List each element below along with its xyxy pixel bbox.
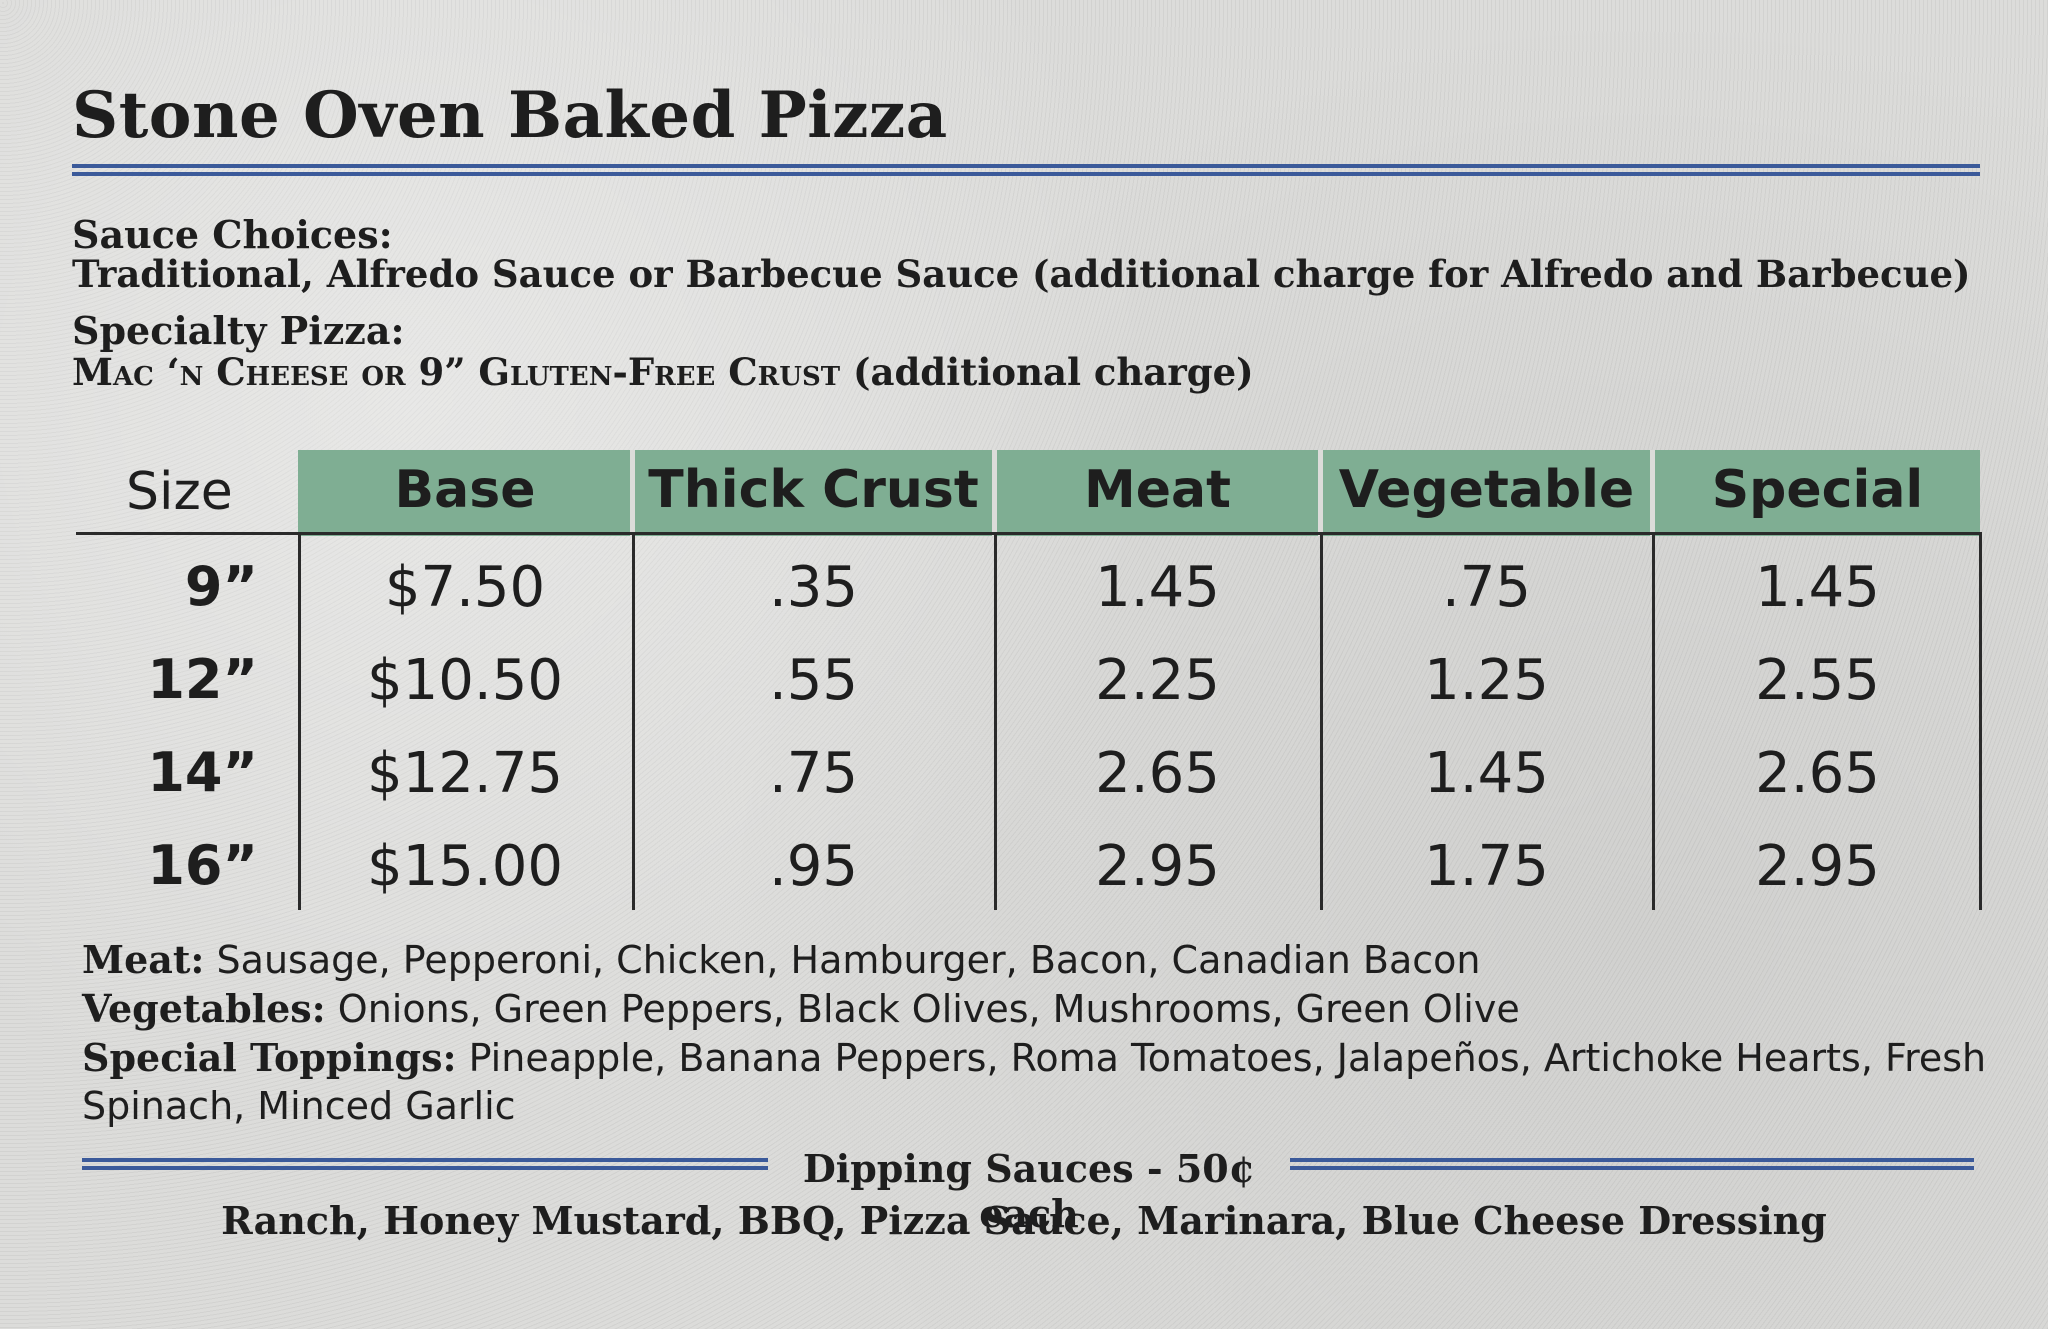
header-separator xyxy=(992,450,997,536)
cell-special: 1.45 xyxy=(1755,555,1880,620)
column-header-meat: Meat xyxy=(1084,460,1231,520)
cell-thick-crust: .95 xyxy=(768,834,859,899)
row-size-9: 9” xyxy=(184,555,258,618)
title-double-rule xyxy=(72,164,1980,176)
vegetables-label: Vegetables: xyxy=(82,986,326,1031)
column-divider xyxy=(298,534,301,910)
sauce-choices-label: Sauce Choices: xyxy=(72,212,393,257)
cell-meat: 2.95 xyxy=(1095,834,1220,899)
cell-base: $12.75 xyxy=(367,741,563,806)
column-divider xyxy=(632,534,635,910)
price-table-header-band xyxy=(298,450,1980,536)
meat-label: Meat: xyxy=(82,937,205,982)
cell-vegetable: 1.75 xyxy=(1424,834,1549,899)
dipping-sauces-list: Ranch, Honey Mustard, BBQ, Pizza Sauce, … xyxy=(221,1198,1827,1243)
cell-meat: 2.65 xyxy=(1095,741,1220,806)
cell-thick-crust: .35 xyxy=(768,555,859,620)
cell-vegetable: .75 xyxy=(1441,555,1532,620)
special-toppings: Special Toppings: Pineapple, Banana Pepp… xyxy=(82,1035,1986,1080)
dipping-rule-left xyxy=(82,1158,768,1170)
cell-base: $7.50 xyxy=(384,555,546,620)
header-separator xyxy=(1650,450,1655,536)
cell-base: $15.00 xyxy=(367,834,563,899)
header-separator xyxy=(630,450,635,536)
dipping-rule-right xyxy=(1290,1158,1974,1170)
specialty-pizza-label: Specialty Pizza: xyxy=(72,308,405,353)
special-toppings-list: Pineapple, Banana Peppers, Roma Tomatoes… xyxy=(456,1036,1987,1080)
column-divider xyxy=(1320,534,1323,910)
specialty-pizza-options: Mac ‘n Cheese or 9” Gluten-Free Crust xyxy=(72,350,841,394)
cell-special: 2.55 xyxy=(1755,648,1880,713)
column-divider xyxy=(1652,534,1655,910)
meat-list: Sausage, Pepperoni, Chicken, Hamburger, … xyxy=(204,938,1481,982)
vegetable-toppings: Vegetables: Onions, Green Peppers, Black… xyxy=(82,986,1520,1031)
column-divider xyxy=(1979,534,1982,910)
column-divider xyxy=(994,534,997,910)
cell-special: 2.95 xyxy=(1755,834,1880,899)
vegetables-list: Onions, Green Peppers, Black Olives, Mus… xyxy=(325,987,1520,1031)
size-column-header: Size xyxy=(126,462,233,522)
cell-thick-crust: .75 xyxy=(768,741,859,806)
specialty-pizza-note: (additional charge) xyxy=(840,350,1254,394)
cell-thick-crust: .55 xyxy=(768,648,859,713)
column-header-vegetable: Vegetable xyxy=(1338,460,1635,520)
cell-base: $10.50 xyxy=(367,648,563,713)
column-header-thick-crust: Thick Crust xyxy=(648,460,979,520)
cell-special: 2.65 xyxy=(1755,741,1880,806)
specialty-pizza-text: Mac ‘n Cheese or 9” Gluten-Free Crust (a… xyxy=(72,350,1254,394)
cell-meat: 1.45 xyxy=(1095,555,1220,620)
special-toppings-label: Special Toppings: xyxy=(82,1035,457,1080)
cell-meat: 2.25 xyxy=(1095,648,1220,713)
sauce-choices-text: Traditional, Alfredo Sauce or Barbecue S… xyxy=(72,252,1971,296)
row-size-14: 14” xyxy=(147,741,258,804)
row-size-12: 12” xyxy=(147,648,258,711)
row-size-16: 16” xyxy=(147,834,258,897)
cell-vegetable: 1.25 xyxy=(1424,648,1549,713)
header-separator xyxy=(1318,450,1323,536)
column-header-special: Special xyxy=(1711,460,1924,520)
cell-vegetable: 1.45 xyxy=(1424,741,1549,806)
table-header-underline xyxy=(76,532,1982,535)
column-header-base: Base xyxy=(394,460,536,520)
dipping-sauces-title: Dipping Sauces - 50¢ each xyxy=(802,1146,1256,1236)
meat-toppings: Meat: Sausage, Pepperoni, Chicken, Hambu… xyxy=(82,937,1480,982)
special-toppings-continued: Spinach, Minced Garlic xyxy=(82,1084,516,1128)
page-title: Stone Oven Baked Pizza xyxy=(72,78,948,153)
